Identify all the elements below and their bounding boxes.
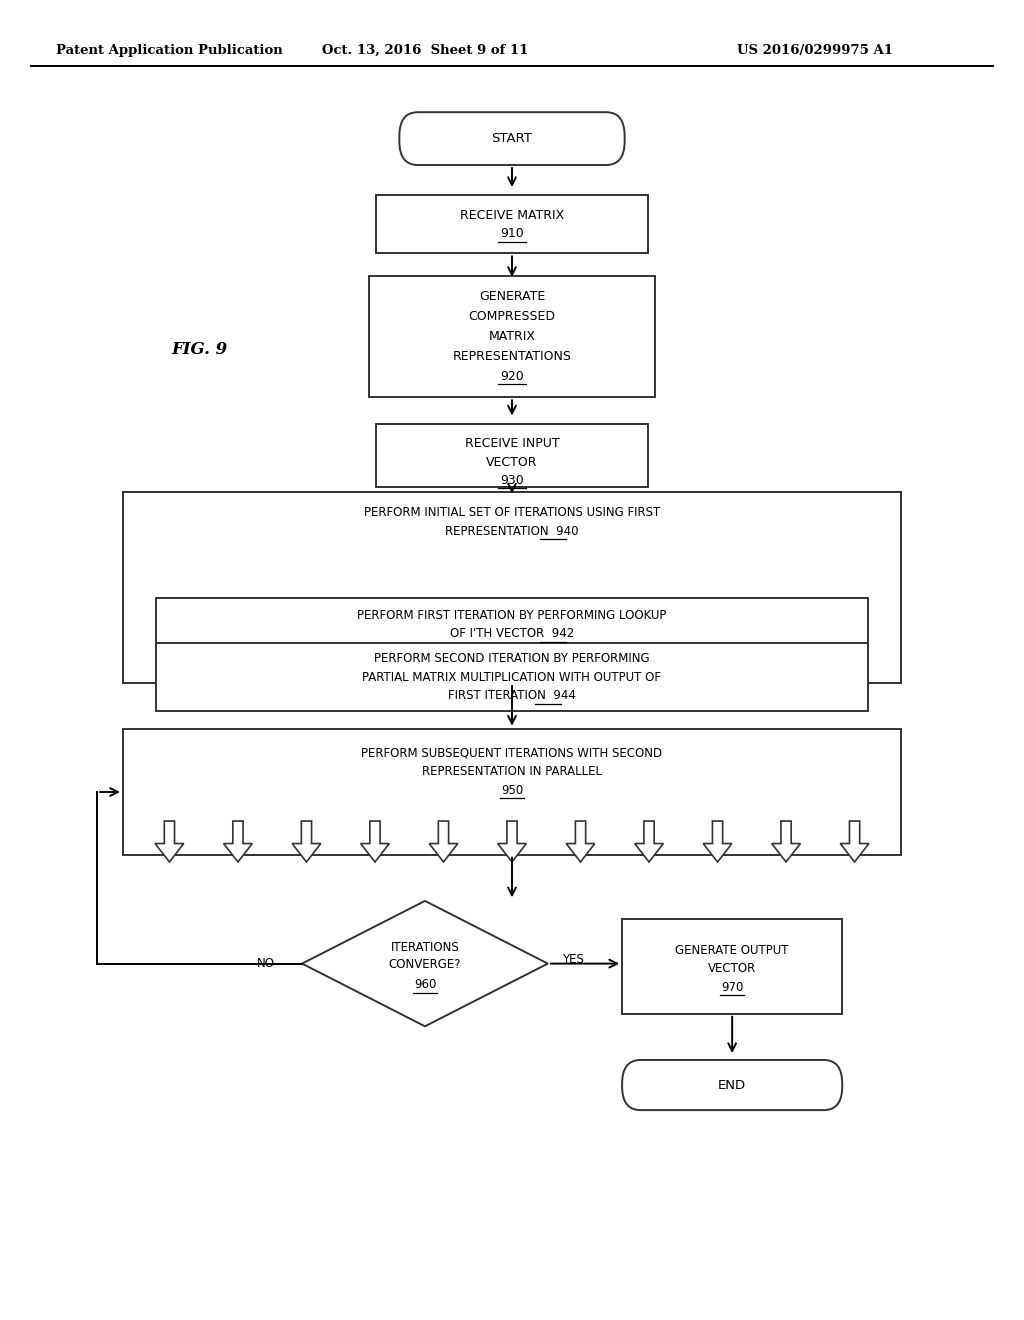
Text: 910: 910	[500, 227, 524, 240]
Text: NO: NO	[257, 957, 275, 970]
Text: RECEIVE MATRIX: RECEIVE MATRIX	[460, 209, 564, 222]
FancyBboxPatch shape	[399, 112, 625, 165]
Bar	[622, 919, 842, 1014]
Text: 920: 920	[500, 370, 524, 383]
Polygon shape	[635, 821, 664, 862]
Text: REPRESENTATIONS: REPRESENTATIONS	[453, 350, 571, 363]
Bar	[157, 643, 867, 711]
Bar	[123, 491, 901, 682]
Text: 970: 970	[721, 981, 743, 994]
Text: RECEIVE INPUT: RECEIVE INPUT	[465, 437, 559, 450]
Text: PERFORM SECOND ITERATION BY PERFORMING: PERFORM SECOND ITERATION BY PERFORMING	[374, 652, 650, 665]
Text: US 2016/0299975 A1: US 2016/0299975 A1	[737, 44, 893, 57]
Text: START: START	[492, 132, 532, 145]
Bar	[377, 424, 648, 487]
Bar	[123, 729, 901, 855]
Polygon shape	[498, 821, 526, 862]
FancyBboxPatch shape	[622, 1060, 842, 1110]
Text: FIG. 9: FIG. 9	[172, 342, 227, 358]
Polygon shape	[703, 821, 732, 862]
Text: FIRST ITERATION  944: FIRST ITERATION 944	[449, 689, 575, 702]
Text: COMPRESSED: COMPRESSED	[469, 310, 555, 323]
Text: CONVERGE?: CONVERGE?	[389, 958, 461, 972]
Polygon shape	[292, 821, 321, 862]
Polygon shape	[429, 821, 458, 862]
Text: YES: YES	[562, 953, 585, 966]
Text: PERFORM INITIAL SET OF ITERATIONS USING FIRST: PERFORM INITIAL SET OF ITERATIONS USING …	[364, 507, 660, 519]
Text: PERFORM SUBSEQUENT ITERATIONS WITH SECOND: PERFORM SUBSEQUENT ITERATIONS WITH SECON…	[361, 747, 663, 759]
Text: GENERATE OUTPUT: GENERATE OUTPUT	[676, 944, 788, 957]
Text: VECTOR: VECTOR	[486, 455, 538, 469]
Text: 930: 930	[500, 474, 524, 487]
Polygon shape	[155, 821, 183, 862]
Bar	[157, 598, 867, 651]
Text: Oct. 13, 2016  Sheet 9 of 11: Oct. 13, 2016 Sheet 9 of 11	[322, 44, 528, 57]
Text: ITERATIONS: ITERATIONS	[390, 941, 460, 954]
Text: 950: 950	[501, 784, 523, 796]
Polygon shape	[360, 821, 389, 862]
Text: VECTOR: VECTOR	[708, 962, 757, 975]
Text: END: END	[718, 1078, 746, 1092]
Text: MATRIX: MATRIX	[488, 330, 536, 343]
Polygon shape	[223, 821, 252, 862]
Text: Patent Application Publication: Patent Application Publication	[56, 44, 283, 57]
Polygon shape	[772, 821, 801, 862]
Text: PARTIAL MATRIX MULTIPLICATION WITH OUTPUT OF: PARTIAL MATRIX MULTIPLICATION WITH OUTPU…	[362, 671, 662, 684]
Polygon shape	[566, 821, 595, 862]
Text: 960: 960	[414, 978, 436, 991]
Bar	[369, 276, 655, 397]
Text: GENERATE: GENERATE	[479, 290, 545, 304]
Polygon shape	[841, 821, 869, 862]
Text: REPRESENTATION  940: REPRESENTATION 940	[445, 525, 579, 537]
Text: PERFORM FIRST ITERATION BY PERFORMING LOOKUP: PERFORM FIRST ITERATION BY PERFORMING LO…	[357, 609, 667, 622]
Polygon shape	[302, 900, 548, 1027]
Text: REPRESENTATION IN PARALLEL: REPRESENTATION IN PARALLEL	[422, 766, 602, 777]
Text: OF I'TH VECTOR  942: OF I'TH VECTOR 942	[450, 627, 574, 640]
Bar	[377, 195, 648, 253]
